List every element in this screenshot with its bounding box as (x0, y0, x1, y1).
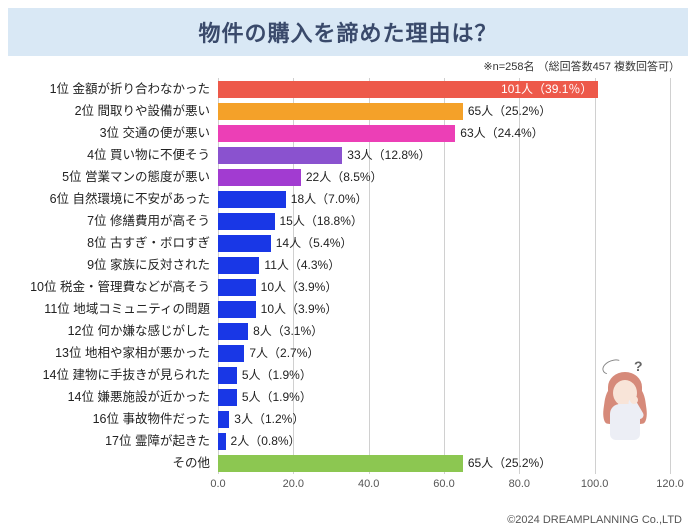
bar-label: 14位 嫌悪施設が近かった (8, 391, 214, 404)
bar (218, 235, 271, 252)
bar (218, 455, 463, 472)
bar-value-label: 7人（2.7%） (249, 345, 319, 362)
bar-value-label: 22人（8.5%） (306, 169, 383, 186)
bar-label: 11位 地域コミュニティの問題 (8, 303, 214, 316)
bar-value-label: 3人（1.2%） (234, 411, 304, 428)
bar-row: 2位 間取りや設備が悪い 65人（25.2%） (8, 100, 680, 122)
bar-row: 9位 家族に反対された 11人（4.3%） (8, 254, 680, 276)
bar (218, 257, 259, 274)
bar (218, 213, 275, 230)
bar (218, 103, 463, 120)
bar-row: 7位 修繕費用が高そう 15人（18.8%） (8, 210, 680, 232)
bar-row: 16位 事故物件だった 3人（1.2%） (8, 408, 680, 430)
bar-row: 6位 自然環境に不安があった 18人（7.0%） (8, 188, 680, 210)
bar-label: 10位 税金・管理費などが高そう (8, 281, 214, 294)
bar-row: その他 65人（25.2%） (8, 452, 680, 474)
bar-value-label: 101人（39.1％） (218, 81, 592, 98)
bar-value-label: 63人（24.4%） (460, 125, 543, 142)
bar-label: 7位 修繕費用が高そう (8, 215, 214, 228)
bar-value-label: 33人（12.8%） (347, 147, 430, 164)
bar-value-label: 5人（1.9%） (242, 367, 312, 384)
bar (218, 323, 248, 340)
bar-value-label: 65人（25.2%） (468, 455, 551, 472)
x-axis-tick-label: 60.0 (433, 478, 454, 490)
bar-row: 14位 建物に手抜きが見られた 5人（1.9%） (8, 364, 680, 386)
bar-value-label: 65人（25.2%） (468, 103, 551, 120)
bar (218, 191, 286, 208)
bar-row: 3位 交通の便が悪い 63人（24.4%） (8, 122, 680, 144)
thinking-person-illustration: ? (594, 362, 656, 452)
bar-row: 17位 霊障が起きた 2人（0.8%） (8, 430, 680, 452)
bar-row: 10位 税金・管理費などが高そう 10人（3.9%） (8, 276, 680, 298)
x-axis-tick-label: 0.0 (210, 478, 225, 490)
bar-label: 12位 何か嫌な感じがした (8, 325, 214, 338)
title-bar: 物件の購入を諦めた理由は？ (8, 8, 688, 56)
bar-label: 5位 営業マンの態度が悪い (8, 171, 214, 184)
bar-value-label: 11人（4.3%） (264, 257, 340, 274)
bar-label: 13位 地相や家相が悪かった (8, 347, 214, 360)
bar-row: 14位 嫌悪施設が近かった 5人（1.9%） (8, 386, 680, 408)
bar-label: 3位 交通の便が悪い (8, 127, 214, 140)
bar (218, 367, 237, 384)
bar-row: 8位 古すぎ・ボロすぎ 14人（5.4%） (8, 232, 680, 254)
bar (218, 389, 237, 406)
chart: 0.020.040.060.080.0100.0120.01位 金額が折り合わな… (8, 78, 680, 498)
bar-label: 2位 間取りや設備が悪い (8, 105, 214, 118)
bar-label: 16位 事故物件だった (8, 413, 214, 426)
bar-label: 8位 古すぎ・ボロすぎ (8, 237, 214, 250)
bar (218, 411, 229, 428)
bar-label: 1位 金額が折り合わなかった (8, 83, 214, 96)
x-axis-tick-label: 20.0 (283, 478, 304, 490)
bar-row: 13位 地相や家相が悪かった 7人（2.7%） (8, 342, 680, 364)
bar-label: 14位 建物に手抜きが見られた (8, 369, 214, 382)
bar (218, 169, 301, 186)
x-axis-tick-label: 100.0 (581, 478, 609, 490)
bar (218, 125, 455, 142)
bar-value-label: 10人（3.9%） (261, 279, 338, 296)
bar-row: 5位 営業マンの態度が悪い 22人（8.5%） (8, 166, 680, 188)
bar (218, 279, 256, 296)
bar-value-label: 8人（3.1%） (253, 323, 323, 340)
bar-value-label: 18人（7.0%） (291, 191, 368, 208)
copyright: ©2024 DREAMPLANNING Co.,LTD (507, 514, 682, 526)
bar-value-label: 5人（1.9%） (242, 389, 312, 406)
bar (218, 433, 226, 450)
bar-row: 12位 何か嫌な感じがした 8人（3.1%） (8, 320, 680, 342)
bar-value-label: 10人（3.9%） (261, 301, 338, 318)
bar-row: 4位 買い物に不便そう 33人（12.8%） (8, 144, 680, 166)
bar-label: その他 (8, 457, 214, 470)
bar-value-label: 2人（0.8%） (231, 433, 301, 450)
bar-row: 1位 金額が折り合わなかった 101人（39.1％） (8, 78, 680, 100)
bar-label: 4位 買い物に不便そう (8, 149, 214, 162)
bar-label: 6位 自然環境に不安があった (8, 193, 214, 206)
bar-value-label: 14人（5.4%） (276, 235, 353, 252)
bar-label: 9位 家族に反対された (8, 259, 214, 272)
bar (218, 301, 256, 318)
sample-meta: ※n=258名 （総回答数457 複数回答可） (0, 58, 696, 78)
bar-label: 17位 霊障が起きた (8, 435, 214, 448)
bar (218, 345, 244, 362)
bar (218, 147, 342, 164)
page-title: 物件の購入を諦めた理由は？ (8, 16, 688, 48)
bar-row: 11位 地域コミュニティの問題 10人（3.9%） (8, 298, 680, 320)
x-axis-tick-label: 40.0 (358, 478, 379, 490)
x-axis-tick-label: 120.0 (656, 478, 684, 490)
bar-value-label: 15人（18.8%） (280, 213, 363, 230)
x-axis-tick-label: 80.0 (509, 478, 530, 490)
